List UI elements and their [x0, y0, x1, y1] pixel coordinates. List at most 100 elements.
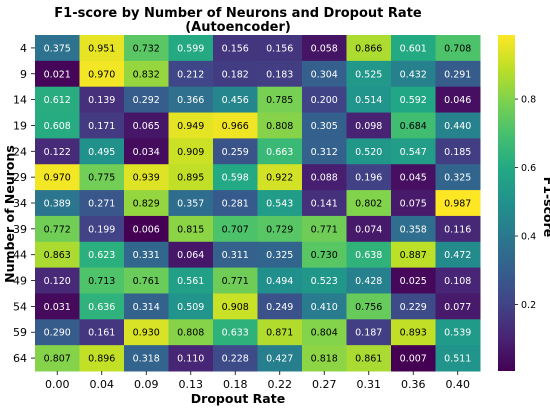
- cell-value-label: 0.229: [400, 302, 427, 313]
- heatmap-cell: [168, 112, 214, 139]
- heatmap-cell: [124, 215, 169, 243]
- cell-value-label: 0.871: [266, 328, 293, 339]
- cell-value-label: 0.887: [400, 250, 427, 261]
- heatmap-cell: [124, 35, 169, 62]
- cell-value-label: 0.156: [222, 43, 249, 54]
- heatmap-cell: [391, 267, 436, 294]
- cell-value-label: 0.108: [444, 276, 471, 287]
- cell-value-label: 0.966: [222, 121, 249, 132]
- cell-value-label: 0.311: [222, 250, 249, 261]
- cell-value-label: 0.456: [222, 95, 249, 106]
- y-tick-label: 64: [13, 352, 27, 365]
- cell-value-label: 0.314: [133, 302, 160, 313]
- cell-value-label: 0.212: [177, 69, 204, 80]
- cell-value-label: 0.185: [444, 147, 471, 158]
- cell-value-label: 0.633: [222, 328, 249, 339]
- cell-value-label: 0.761: [133, 276, 160, 287]
- y-tick-label: 34: [13, 197, 27, 210]
- cell-value-label: 0.525: [355, 69, 382, 80]
- heatmap-cell: [213, 35, 258, 62]
- cell-value-label: 0.592: [400, 95, 427, 106]
- heatmap-cell: [35, 345, 80, 372]
- heatmap-cell: [257, 267, 303, 294]
- cell-value-label: 0.357: [177, 199, 204, 210]
- cell-value-label: 0.271: [88, 199, 115, 210]
- heatmap-cell: [124, 267, 169, 294]
- cell-value-label: 0.006: [133, 224, 160, 235]
- heatmap-cell: [391, 35, 436, 62]
- cell-value-label: 0.325: [266, 250, 293, 261]
- cell-value-label: 0.366: [177, 95, 204, 106]
- cell-value-label: 0.312: [311, 147, 338, 158]
- cell-value-label: 0.547: [400, 147, 427, 158]
- colorbar-tick-label: 0.2: [521, 300, 536, 311]
- cell-value-label: 0.141: [311, 199, 338, 210]
- cell-value-label: 0.428: [355, 276, 382, 287]
- heatmap-cell: [257, 164, 303, 191]
- heatmap-cell: [168, 35, 214, 62]
- heatmap-cell: [124, 86, 169, 114]
- cell-value-label: 0.772: [44, 224, 71, 235]
- x-tick-label: 0.00: [45, 378, 70, 391]
- cell-value-label: 0.732: [133, 43, 160, 54]
- heatmap-cell: [435, 319, 481, 346]
- heatmap-cell: [35, 267, 80, 294]
- y-tick-label: 4: [20, 42, 27, 55]
- heatmap-cell: [435, 60, 481, 88]
- heatmap-cell: [168, 86, 214, 114]
- cell-value-label: 0.543: [266, 199, 293, 210]
- heatmap-cell: [168, 319, 214, 346]
- chart-title: F1-score by Number of Neurons and Dropou…: [54, 6, 422, 21]
- cell-value-label: 0.895: [177, 173, 204, 184]
- cell-value-label: 0.156: [266, 43, 293, 54]
- cell-value-label: 0.290: [44, 328, 71, 339]
- heatmap-cell: [302, 190, 347, 217]
- heatmap-cell: [346, 164, 392, 191]
- cell-value-label: 0.866: [355, 43, 382, 54]
- heatmap-cell: [391, 86, 436, 114]
- y-tick-label: 14: [13, 94, 27, 107]
- heatmap-cell: [391, 293, 436, 320]
- heatmap-cell: [435, 215, 481, 243]
- x-tick-label: 0.18: [223, 378, 248, 391]
- cell-value-label: 0.623: [88, 250, 115, 261]
- cell-value-label: 0.663: [266, 147, 293, 158]
- cell-value-label: 0.987: [444, 199, 471, 210]
- cell-value-label: 0.807: [44, 354, 71, 365]
- heatmap-cell: [124, 60, 169, 88]
- heatmap-cell: [124, 293, 169, 320]
- cell-value-label: 0.951: [88, 43, 115, 54]
- x-tick-label: 0.40: [446, 378, 471, 391]
- heatmap-cell: [435, 86, 481, 114]
- heatmap-cell: [79, 138, 125, 165]
- heatmap-cell: [346, 35, 392, 62]
- heatmap-cell: [302, 293, 347, 320]
- heatmap-cell: [391, 190, 436, 217]
- cell-value-label: 0.122: [44, 147, 71, 158]
- cell-value-label: 0.021: [44, 69, 71, 80]
- heatmap-cell: [124, 345, 169, 372]
- cell-value-label: 0.196: [355, 173, 382, 184]
- heatmap-cell: [435, 241, 481, 269]
- heatmap-cell: [79, 345, 125, 372]
- y-axis-label: Number of Neurons: [2, 145, 17, 283]
- cell-value-label: 0.116: [444, 224, 471, 235]
- cell-value-label: 0.599: [177, 43, 204, 54]
- cell-value-label: 0.808: [177, 328, 204, 339]
- x-tick-label: 0.13: [179, 378, 204, 391]
- cell-value-label: 0.520: [355, 147, 382, 158]
- cell-value-label: 0.139: [88, 95, 115, 106]
- cell-value-label: 0.304: [311, 69, 338, 80]
- cell-value-label: 0.636: [88, 302, 115, 313]
- x-tick-label: 0.04: [90, 378, 115, 391]
- cell-value-label: 0.110: [177, 354, 204, 365]
- cell-value-label: 0.075: [400, 199, 427, 210]
- cell-value-label: 0.472: [444, 250, 471, 261]
- heatmap-cell: [124, 190, 169, 217]
- heatmap-cell: [346, 241, 392, 269]
- heatmap-cell: [257, 190, 303, 217]
- heatmap-cell: [391, 319, 436, 346]
- cell-value-label: 0.182: [222, 69, 249, 80]
